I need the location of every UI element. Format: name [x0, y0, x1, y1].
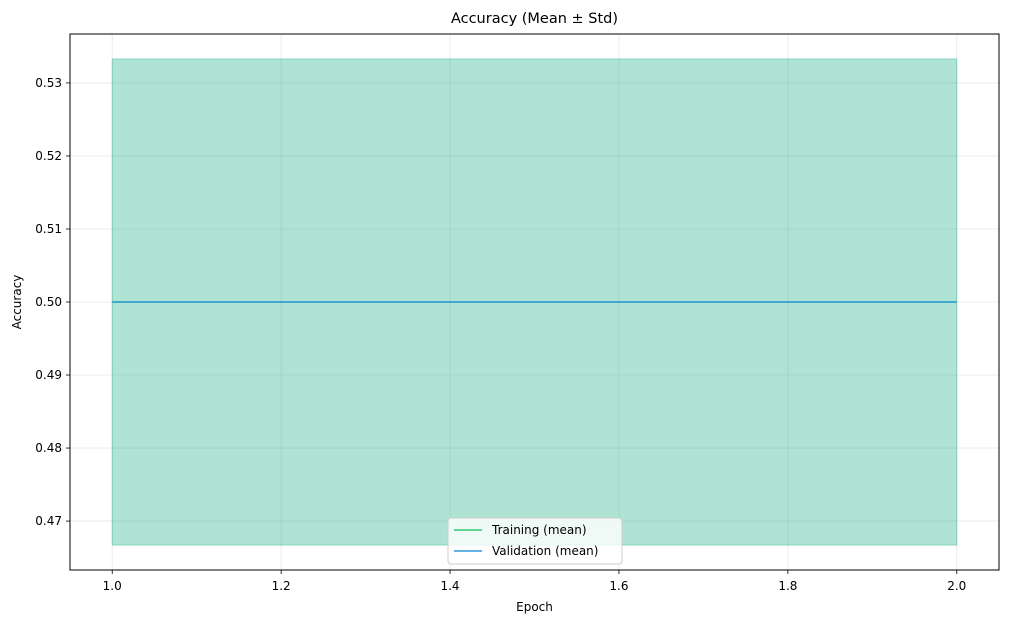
legend-entry-label: Training (mean) [491, 523, 587, 537]
legend-entry-label: Validation (mean) [492, 544, 598, 558]
y-tick-label: 0.52 [35, 149, 62, 163]
y-tick-label: 0.48 [35, 441, 62, 455]
x-tick-label: 1.8 [778, 579, 797, 593]
y-axis-ticks: 0.47 0.48 0.49 0.50 0.51 0.52 0.53 [35, 76, 70, 528]
y-axis-label: Accuracy [10, 275, 24, 330]
y-tick-label: 0.50 [35, 295, 62, 309]
chart-title: Accuracy (Mean ± Std) [451, 11, 618, 27]
y-tick-label: 0.49 [35, 368, 62, 382]
x-axis-label: Epoch [516, 600, 553, 614]
x-tick-label: 1.2 [272, 579, 291, 593]
x-tick-label: 2.0 [947, 579, 966, 593]
y-tick-label: 0.47 [35, 514, 62, 528]
legend: Training (mean) Validation (mean) [447, 517, 623, 565]
x-axis-ticks: 1.0 1.2 1.4 1.6 1.8 2.0 [103, 570, 966, 593]
legend-box [447, 517, 623, 565]
x-tick-label: 1.6 [609, 579, 628, 593]
y-tick-label: 0.53 [35, 76, 62, 90]
x-tick-label: 1.0 [103, 579, 122, 593]
x-tick-label: 1.4 [440, 579, 459, 593]
y-tick-label: 0.51 [35, 222, 62, 236]
